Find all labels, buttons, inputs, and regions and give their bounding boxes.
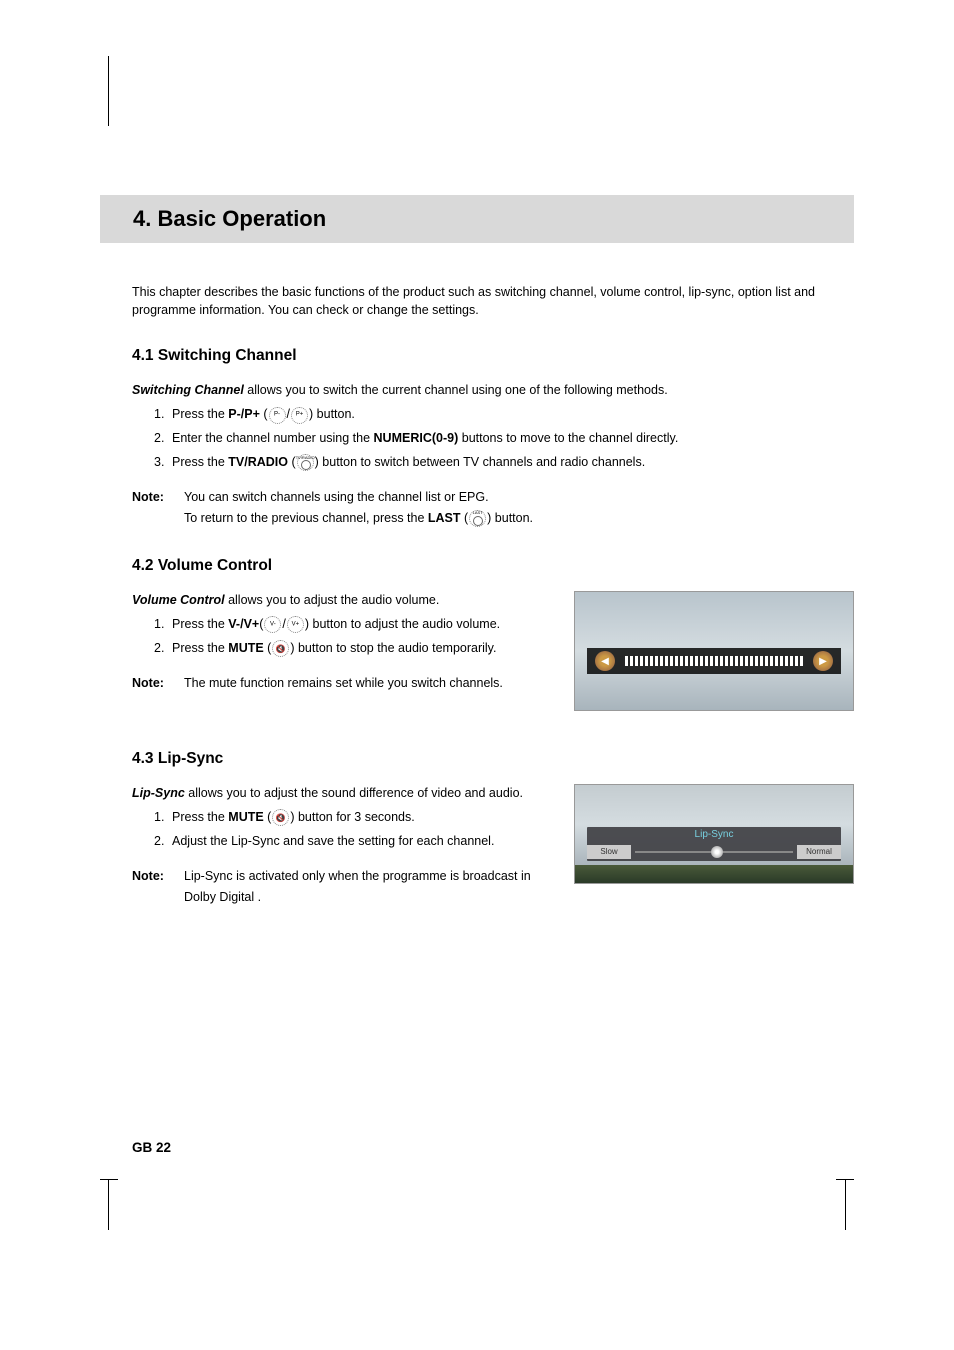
lipsync-label-slow: Slow [587,845,631,859]
volume-overlay-bar: ◀ ▶ [587,648,841,674]
term-lipsync: Lip-Sync [132,786,185,800]
note-body: Lip-Sync is activated only when the prog… [184,866,554,909]
last-icon [469,510,486,527]
chapter-title: 4. Basic Operation [133,206,326,232]
v-plus-icon [287,616,304,633]
note-label: Note: [132,487,184,530]
crop-mark [100,1179,118,1180]
volume-right-icon: ▶ [813,651,833,671]
lipsync-slider-row: Slow Normal [587,844,841,860]
section-switching-channel: 4.1 Switching Channel Switching Channel … [132,347,854,529]
lipsync-osd-title: Lip-Sync [587,829,841,840]
p-minus-icon [269,407,286,424]
volume-figure-col: ◀ ▶ [574,591,854,722]
lipsync-overlay: Lip-Sync Slow Normal [587,827,841,861]
v-minus-icon [264,616,281,633]
heading-4-3: 4.3 Lip-Sync [132,750,854,768]
lipsync-step-1: 1. Press the MUTE () button for 3 second… [154,806,554,830]
volume-two-col: Volume Control allows you to adjust the … [132,591,854,722]
intro-paragraph: This chapter describes the basic functio… [132,283,854,319]
content-area: This chapter describes the basic functio… [132,283,854,964]
note-label: Note: [132,673,184,694]
lipsync-text-col: Lip-Sync allows you to adjust the sound … [132,784,554,936]
figure-volume-osd: ◀ ▶ [574,591,854,711]
mute-icon [272,809,289,826]
note-body: You can switch channels using the channe… [184,487,854,530]
lipsync-note: Note: Lip-Sync is activated only when th… [132,866,554,909]
volume-step-1: 1. Press the V-/V+(/) button to adjust t… [154,613,554,637]
lipsync-scene-foreground [575,865,853,883]
crop-mark [108,1180,109,1230]
figure-lipsync-osd: Lip-Sync Slow Normal [574,784,854,884]
volume-step-2: 2. Press the MUTE () button to stop the … [154,637,554,661]
heading-4-2: 4.2 Volume Control [132,557,854,575]
switching-desc: Switching Channel allows you to switch t… [132,381,854,399]
term-switching: Switching Channel [132,383,244,397]
mute-icon [272,640,289,657]
step-3: 3. Press the TV/RADIO () button to switc… [154,451,854,475]
lipsync-steps: 1. Press the MUTE () button for 3 second… [132,806,554,854]
volume-left-icon: ◀ [595,651,615,671]
volume-text-col: Volume Control allows you to adjust the … [132,591,554,722]
term-volume: Volume Control [132,593,225,607]
chapter-header-band: 4. Basic Operation [100,195,854,243]
step-2: 2. Enter the channel number using the NU… [154,427,854,451]
note-label: Note: [132,866,184,909]
lipsync-label-normal: Normal [797,845,841,859]
volume-desc: Volume Control allows you to adjust the … [132,591,554,609]
switching-steps: 1. Press the P-/P+ (/) button. 2. Enter … [132,403,854,474]
section-lip-sync: 4.3 Lip-Sync Lip-Sync allows you to adju… [132,750,854,936]
tv-radio-icon [297,454,314,471]
section-volume-control: 4.2 Volume Control Volume Control allows… [132,557,854,722]
volume-level-bars [625,656,803,666]
note-body: The mute function remains set while you … [184,673,554,694]
step-1: 1. Press the P-/P+ (/) button. [154,403,854,427]
lipsync-figure-col: Lip-Sync Slow Normal [574,784,854,936]
p-plus-icon [291,407,308,424]
lipsync-two-col: Lip-Sync allows you to adjust the sound … [132,784,854,936]
crop-mark [845,1180,846,1230]
volume-steps: 1. Press the V-/V+(/) button to adjust t… [132,613,554,661]
lipsync-slider-thumb [711,846,723,858]
lipsync-slider-track [635,851,793,853]
page: 4. Basic Operation This chapter describe… [0,0,954,1350]
crop-mark [108,56,109,126]
lipsync-step-2: 2. Adjust the Lip-Sync and save the sett… [154,830,554,854]
lipsync-desc: Lip-Sync allows you to adjust the sound … [132,784,554,802]
switching-note: Note: You can switch channels using the … [132,487,854,530]
heading-4-1: 4.1 Switching Channel [132,347,854,365]
page-footer: GB 22 [132,1140,171,1155]
volume-note: Note: The mute function remains set whil… [132,673,554,694]
